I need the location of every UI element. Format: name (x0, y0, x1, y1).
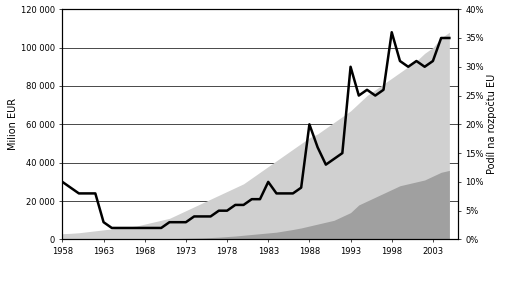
Y-axis label: Podíl na rozpočtu EU: Podíl na rozpočtu EU (487, 74, 497, 174)
Y-axis label: Milion EUR: Milion EUR (8, 98, 18, 150)
